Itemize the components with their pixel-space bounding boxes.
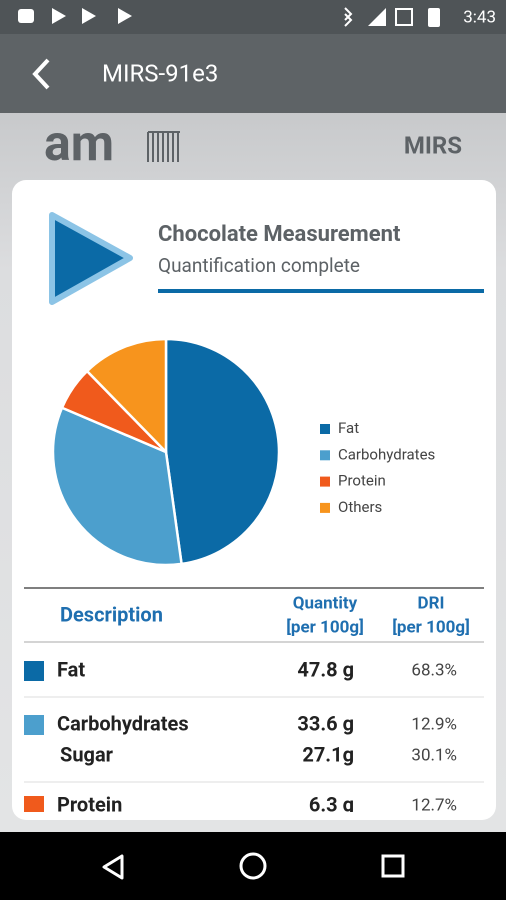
status-time: 3:43 <box>463 7 496 27</box>
card-subtitle: Quantification complete <box>158 254 360 277</box>
row-quantity: 33.6 g <box>297 711 354 735</box>
row-dri: 30.1% <box>411 745 457 765</box>
app-title: MIRS-91e3 <box>102 59 218 87</box>
nav-bar <box>0 832 506 900</box>
brand-logo: am <box>44 115 114 173</box>
nav-recents[interactable] <box>381 854 405 878</box>
legend-label: Others <box>338 498 382 516</box>
row-dri: 12.9% <box>411 714 457 734</box>
table-header: [per 100g] <box>286 617 364 637</box>
legend-label: Fat <box>338 419 359 437</box>
table-header: Description <box>60 602 163 626</box>
row-swatch <box>24 661 44 681</box>
legend-swatch <box>320 476 330 487</box>
row-quantity: 47.8 g <box>297 657 354 681</box>
table-header: Quantity <box>293 593 358 613</box>
back-button[interactable] <box>32 58 50 90</box>
app-bar <box>0 34 506 113</box>
nav-home[interactable] <box>239 852 267 880</box>
row-dri: 12.7% <box>411 795 457 815</box>
row-swatch <box>24 715 44 735</box>
pie-slice <box>51 406 183 567</box>
table-header: [per 100g] <box>392 617 470 637</box>
pie-slice <box>164 337 281 566</box>
play-icon <box>49 212 133 305</box>
brand-product: MIRS <box>404 131 462 159</box>
pie-slice <box>85 337 168 456</box>
row-swatch <box>24 796 44 812</box>
row-label: Protein <box>57 792 122 816</box>
row-label: Fat <box>57 657 85 681</box>
legend-label: Protein <box>338 472 386 490</box>
row-label: Sugar <box>60 742 114 766</box>
header-underline <box>158 289 484 293</box>
card-content: Chocolate Measurement Quantification com… <box>24 212 484 816</box>
row-quantity: 27.1g <box>302 742 354 766</box>
legend-label: Carbohydrates <box>338 445 435 463</box>
legend-swatch <box>320 424 330 434</box>
table-header: DRI <box>418 593 445 613</box>
status-icons <box>18 7 440 27</box>
nav-back[interactable] <box>102 854 124 880</box>
card-title: Chocolate Measurement <box>158 222 401 247</box>
logo-stripes <box>147 131 180 162</box>
legend-swatch <box>320 450 330 461</box>
row-label: Carbohydrates <box>57 711 189 735</box>
row-dri: 68.3% <box>411 660 457 680</box>
row-quantity: 6.3 g <box>309 792 354 816</box>
legend-swatch <box>320 502 330 513</box>
